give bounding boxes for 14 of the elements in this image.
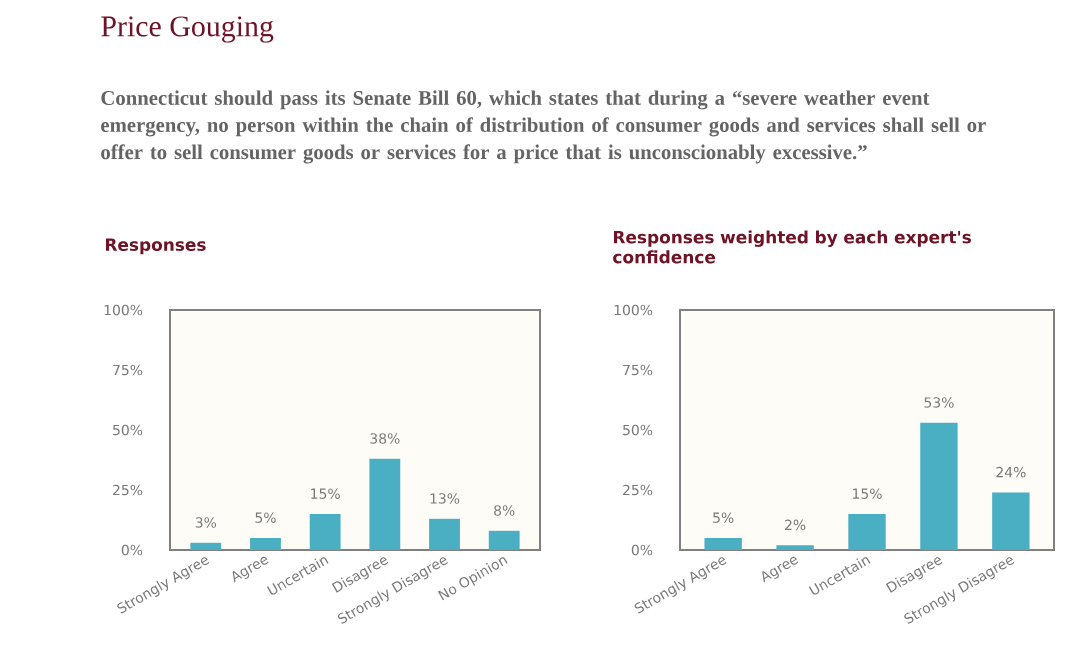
bar — [704, 538, 742, 550]
chart-title: Responses — [105, 238, 206, 255]
bar — [992, 492, 1030, 550]
bar — [429, 518, 460, 550]
bar — [488, 530, 520, 550]
bar — [848, 514, 886, 550]
bar — [190, 542, 222, 550]
bar — [250, 538, 281, 550]
text: Connecticut should pass its Senate Bill 60, which states that during a “severe weather event emergency, no person within the chain of distribution of consumer goods and services shall sell or offer to sell consumer goods or services for a price that is unconscionably excessive.” — [101, 90, 986, 164]
bar — [369, 458, 401, 550]
bar — [309, 514, 341, 550]
chart-title: Responses weighted by each expert's confidence — [613, 230, 971, 264]
text: Price Gouging — [101, 16, 274, 43]
bar — [920, 422, 958, 550]
